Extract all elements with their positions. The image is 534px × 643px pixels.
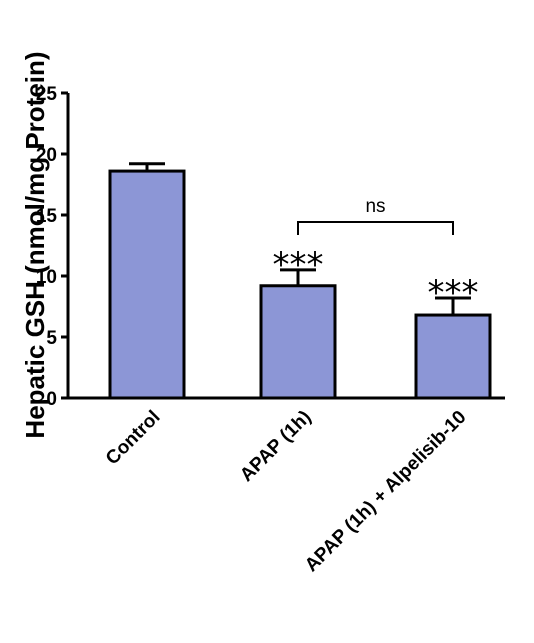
- x-tick-label: Control: [102, 407, 165, 470]
- y-tick-label: 10: [36, 267, 57, 288]
- bar: [259, 284, 337, 400]
- y-tick-label: 25: [36, 84, 58, 105]
- significance-label: ***: [273, 245, 324, 285]
- y-axis-label: Hepatic GSH (nmol/mg Protein): [20, 51, 50, 438]
- y-tick-label: 15: [36, 206, 58, 227]
- bars: [108, 162, 492, 400]
- annotations: *** *** ns: [273, 196, 479, 313]
- y-tick-label: 5: [46, 328, 57, 349]
- x-tick-label: APAP (1h): [236, 407, 315, 486]
- bar: [108, 169, 186, 400]
- bar: [414, 313, 492, 400]
- y-axis: 0 5 10 15 20 25: [36, 84, 70, 410]
- x-tick-label: APAP (1h) + Alpelisib-10: [301, 407, 471, 577]
- comparison-label: ns: [365, 196, 385, 217]
- comparison-bracket: [297, 221, 454, 235]
- x-axis: Control APAP (1h)APAP (1h) + Alpelisib-10: [66, 396, 505, 577]
- y-tick-label: 0: [46, 389, 57, 410]
- significance-label: ***: [428, 273, 479, 313]
- y-tick-label: 20: [36, 145, 57, 166]
